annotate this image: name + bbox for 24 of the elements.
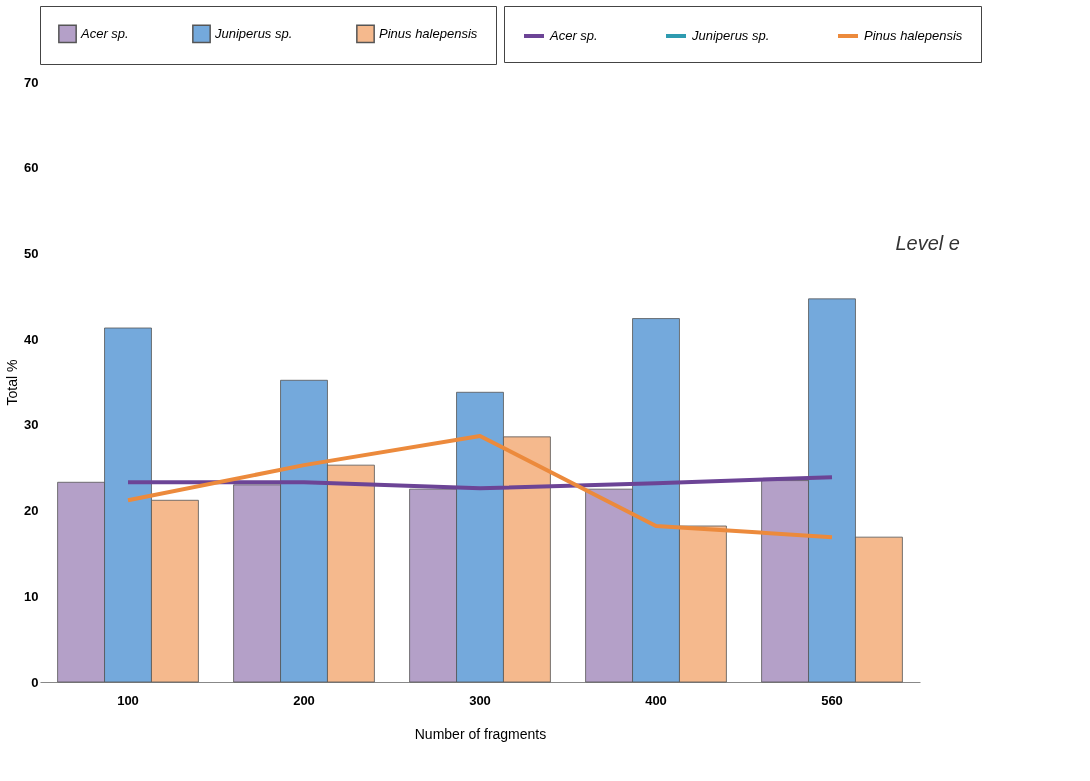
x-tick-label: 400 — [645, 692, 667, 708]
x-tick-label: 200 — [293, 692, 315, 708]
y-tick-label: 40 — [24, 331, 39, 347]
y-axis-title: Total % — [4, 359, 21, 406]
legend-label: Pinus halepensis — [379, 25, 478, 41]
annotation: Level e — [895, 232, 960, 254]
y-tick-label: 10 — [24, 588, 39, 604]
legend-label: Juniperus sp. — [691, 28, 770, 43]
y-tick-label: 60 — [24, 160, 39, 176]
legend-label: Acer sp. — [80, 25, 129, 41]
y-tick-label: 50 — [24, 245, 39, 261]
y-tick-label: 30 — [24, 417, 39, 433]
line-series — [126, 434, 834, 540]
line-series — [126, 475, 834, 491]
y-tick-label: 20 — [24, 503, 39, 519]
x-tick-label: 300 — [469, 692, 491, 708]
y-tick-label: 0 — [31, 674, 39, 690]
legend-label: Juniperus sp. — [214, 25, 293, 41]
x-tick-label: 100 — [117, 692, 139, 708]
x-axis-title: Number of fragments — [414, 725, 547, 742]
y-tick-label: 70 — [24, 74, 39, 90]
x-tick-label: 560 — [821, 692, 843, 708]
legend-label: Pinus halepensis — [864, 28, 963, 43]
legend-label: Acer sp. — [549, 28, 598, 43]
